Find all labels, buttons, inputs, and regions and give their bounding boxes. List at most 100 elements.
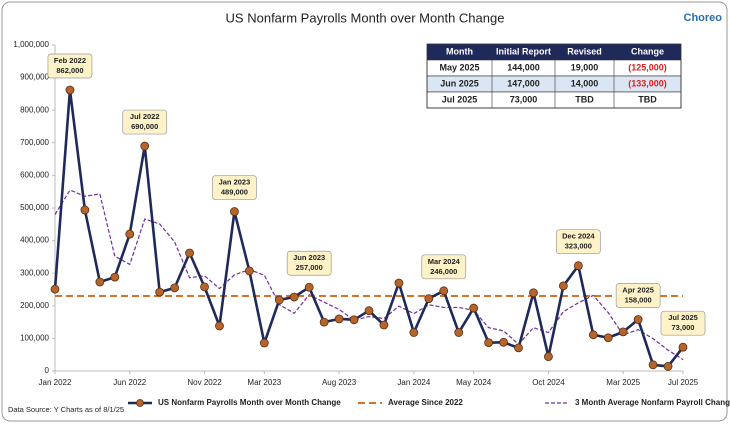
point xyxy=(364,306,374,316)
annotation-date: Apr 2025 xyxy=(622,285,654,294)
y-tick-label: 700,000 xyxy=(20,138,49,147)
point xyxy=(140,141,150,151)
y-tick-label: 200,000 xyxy=(20,301,49,310)
brand: Choreo xyxy=(684,12,723,24)
series-line xyxy=(54,189,684,361)
y-tick-label: 300,000 xyxy=(20,268,49,277)
point xyxy=(514,343,523,353)
annotation-date: Jun 2023 xyxy=(293,253,325,262)
annotation-date: Jan 2023 xyxy=(219,178,251,187)
point xyxy=(499,337,508,347)
y-tick-label: 100,000 xyxy=(20,334,49,343)
annotation-value: 246,000 xyxy=(430,267,457,276)
table-cell: 147,000 xyxy=(507,78,540,88)
x-tick-label: Aug 2023 xyxy=(322,378,357,387)
annotation-date: Feb 2022 xyxy=(54,56,86,65)
legend-label: 3 Month Average Nonfarm Payroll Change xyxy=(575,398,730,407)
table-cell: (125,000) xyxy=(628,62,667,72)
x-tick-label: Jan 2024 xyxy=(397,378,430,387)
table-cell: 73,000 xyxy=(510,94,538,104)
table-cell: May 2025 xyxy=(439,62,479,72)
point xyxy=(334,314,344,324)
table-cell: 19,000 xyxy=(571,62,599,72)
point xyxy=(588,330,598,340)
point xyxy=(529,288,538,298)
point xyxy=(394,278,404,288)
annotation-box xyxy=(421,254,467,280)
point xyxy=(230,207,239,216)
point xyxy=(125,229,135,239)
table-header-bg xyxy=(427,44,681,60)
point xyxy=(454,328,464,337)
point xyxy=(80,205,90,215)
data-source: Data Source: Y Charts as of 8/1/25 xyxy=(8,405,124,414)
point xyxy=(110,272,120,282)
point xyxy=(469,303,479,313)
annotation-value: 73,000 xyxy=(672,323,695,332)
point xyxy=(558,281,568,291)
x-tick-label: Mar 2023 xyxy=(247,378,281,387)
table-cell: TBD xyxy=(638,94,657,104)
legend-label: US Nonfarm Payrolls Month over Month Cha… xyxy=(158,398,341,407)
x-tick-label: Mar 2025 xyxy=(606,378,640,387)
point xyxy=(215,321,224,331)
table-cell: Jun 2025 xyxy=(440,78,479,88)
point xyxy=(379,320,389,330)
y-tick-label: 1,000,000 xyxy=(13,40,49,49)
chart-title: US Nonfarm Payrolls Month over Month Cha… xyxy=(226,10,505,25)
annotation-value: 323,000 xyxy=(565,242,592,251)
annotation-box xyxy=(615,283,661,308)
point xyxy=(185,248,194,258)
point xyxy=(259,338,269,348)
annotation-box xyxy=(122,109,168,135)
point xyxy=(155,287,165,297)
y-tick-label: 600,000 xyxy=(20,171,49,180)
point xyxy=(304,282,314,292)
x-tick-label: Oct 2024 xyxy=(532,378,565,387)
x-tick-label: Jul 2025 xyxy=(668,378,699,387)
point xyxy=(663,362,673,371)
y-tick-label: 500,000 xyxy=(20,203,49,212)
legend-marker xyxy=(136,399,144,407)
annotation-date: Jul 2022 xyxy=(130,112,160,121)
y-tick-label: 900,000 xyxy=(20,73,49,82)
table-cell: 14,000 xyxy=(571,78,599,88)
x-tick-label: May 2024 xyxy=(456,378,492,387)
y-tick-label: 0 xyxy=(45,366,50,375)
point xyxy=(484,338,494,348)
table-cell: Jul 2025 xyxy=(442,94,478,104)
point xyxy=(633,315,643,324)
x-tick-label: Jun 2022 xyxy=(113,378,146,387)
point xyxy=(319,317,329,327)
table-cell: TBD xyxy=(575,94,594,104)
point xyxy=(439,286,449,296)
legend-label: Average Since 2022 xyxy=(388,398,463,407)
annotation-value: 690,000 xyxy=(131,122,158,131)
table: Month Initial Report Revised Change May 2025… xyxy=(426,43,682,109)
table-cell: 144,000 xyxy=(507,62,540,72)
annotation-box xyxy=(47,53,93,79)
point xyxy=(274,295,284,305)
point xyxy=(349,315,359,325)
point xyxy=(544,352,553,362)
point xyxy=(289,292,299,302)
point xyxy=(409,328,419,337)
annotation-value: 862,000 xyxy=(56,66,83,75)
point xyxy=(65,85,75,95)
annotation-value: 158,000 xyxy=(625,295,652,304)
x-tick-label: Nov 2022 xyxy=(187,378,222,387)
annotation-date: Jul 2025 xyxy=(668,313,698,322)
annotation-date: Mar 2024 xyxy=(428,257,461,266)
table-border xyxy=(426,43,682,109)
table-header: Revised xyxy=(567,46,602,56)
table-header: Month xyxy=(446,46,473,56)
annotation-value: 257,000 xyxy=(296,263,323,272)
